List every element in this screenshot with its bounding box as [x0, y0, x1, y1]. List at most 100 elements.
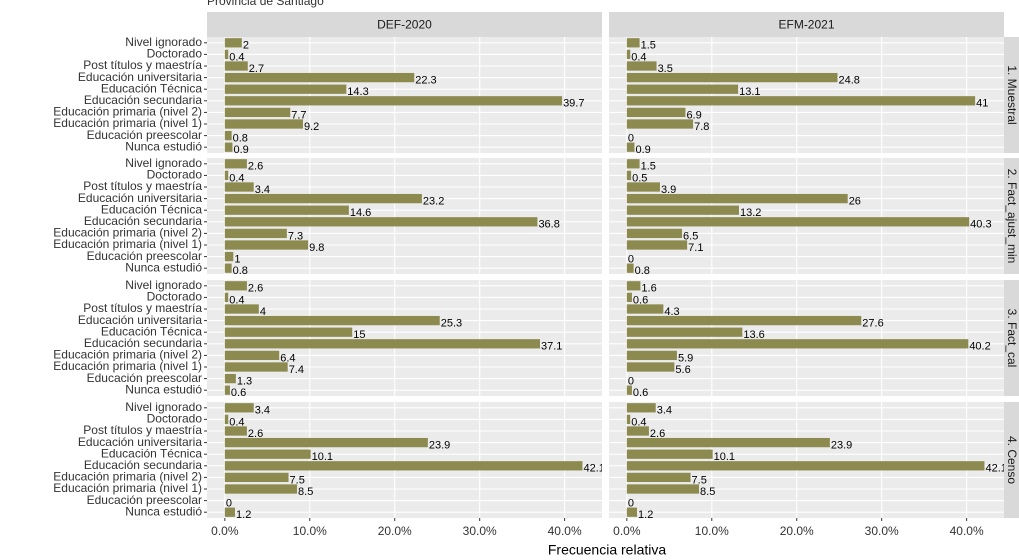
data-label: 27.6 — [862, 318, 883, 330]
y-tick-label: Educación universitaria — [78, 191, 202, 205]
panel: 3.4 0.4 2.6 23.9 10.1 42.1 7.58.5 0 1.2 — [207, 402, 602, 518]
bar — [224, 130, 232, 141]
bar — [626, 263, 634, 273]
x-tick-label: 20.0% — [780, 524, 814, 538]
bar — [626, 292, 632, 303]
data-label: 1 — [234, 254, 240, 266]
bar — [224, 304, 259, 314]
bar — [224, 159, 247, 169]
y-tick-label: Educación primaria (nivel 1) — [53, 116, 202, 130]
data-label: 23.9 — [831, 440, 852, 452]
y-tick-label: Nivel ignorado — [125, 278, 202, 292]
data-label: 2.6 — [248, 428, 263, 440]
data-label: 7.5 — [692, 474, 707, 486]
y-tick-label: Educación Técnica — [101, 202, 203, 216]
data-label: 0.9 — [233, 144, 248, 156]
data-label: 0.4 — [229, 294, 244, 306]
data-label: 23.2 — [423, 196, 444, 208]
strip — [1004, 158, 1019, 274]
x-tick-label: 20.0% — [378, 524, 412, 538]
bar — [626, 84, 739, 94]
bar — [626, 507, 638, 517]
bar — [626, 304, 664, 314]
y-tick-label: Educación universitaria — [78, 313, 202, 327]
data-label: 7.5 — [290, 474, 305, 486]
strip — [207, 12, 602, 37]
y-tick-label: Educación universitaria — [78, 435, 202, 449]
bar — [224, 142, 233, 152]
panel-background — [207, 280, 602, 396]
y-tick-label: Educación preescolar — [87, 371, 202, 385]
bar — [626, 426, 649, 436]
data-label: 10.1 — [714, 451, 735, 463]
panel-background — [207, 402, 602, 518]
data-label: 0.4 — [229, 416, 244, 428]
data-label: 1.3 — [237, 376, 252, 388]
data-label: 0.6 — [633, 294, 648, 306]
y-tick-label: Educación preescolar — [87, 128, 202, 142]
bar — [224, 315, 440, 326]
bar — [626, 449, 713, 459]
data-label: 22.3 — [415, 75, 436, 87]
data-label: 26 — [849, 196, 861, 208]
bar — [224, 217, 538, 227]
data-label: 14.3 — [347, 86, 368, 98]
data-label: 8.5 — [298, 486, 313, 498]
data-label: 13.1 — [739, 86, 760, 98]
bar — [224, 49, 229, 60]
panel-background — [609, 402, 1004, 518]
data-label: 0.4 — [229, 172, 244, 184]
data-label: 3.4 — [255, 184, 270, 196]
y-tick-label: Nunca estudió — [125, 504, 202, 518]
panel: 3.4 0.4 2.6 23.9 10.1 42.1 7.58.5 0 1.2 — [609, 402, 1004, 521]
panel-background — [609, 37, 1004, 153]
y-tick-label: Nunca estudió — [125, 382, 202, 396]
y-tick-label: Educación secundaria — [84, 214, 202, 228]
bar — [224, 373, 236, 384]
bar — [224, 403, 254, 413]
data-label: 6.9 — [686, 109, 701, 121]
data-label: 0.8 — [233, 133, 248, 145]
data-label: 40.3 — [970, 219, 991, 231]
data-label: 6.4 — [280, 352, 295, 364]
data-label: 8.5 — [700, 486, 715, 498]
bar — [224, 107, 291, 118]
data-label: 6.5 — [683, 230, 698, 242]
bar — [626, 193, 848, 204]
data-label: 2.6 — [248, 283, 263, 295]
data-label: 4.3 — [664, 306, 679, 318]
data-label: 39.7 — [563, 98, 584, 110]
bar — [224, 61, 248, 71]
data-label: 13.2 — [740, 207, 761, 219]
y-tick-label: Post títulos y maestría — [83, 58, 202, 72]
data-label: 36.8 — [538, 219, 559, 231]
panel-background — [207, 158, 602, 274]
y-tick-label: Nunca estudió — [125, 260, 202, 274]
y-tick-label: Nunca estudió — [125, 139, 202, 153]
bar — [224, 38, 242, 48]
data-label: 3.5 — [658, 63, 673, 75]
strip — [1004, 280, 1019, 396]
bar — [626, 119, 694, 129]
x-tick-label: 40.0% — [950, 524, 984, 538]
bar — [224, 84, 347, 94]
data-label: 23.9 — [429, 440, 450, 452]
data-label: 1.6 — [641, 283, 656, 295]
bar — [626, 385, 632, 395]
bar — [224, 472, 289, 483]
bar — [626, 72, 838, 83]
data-label: 2 — [243, 40, 249, 52]
bar — [626, 182, 660, 192]
data-label: 0 — [628, 498, 634, 510]
y-tick-label: Educación secundaria — [84, 336, 202, 350]
data-label: 1.5 — [641, 161, 656, 173]
data-label: 3.9 — [661, 184, 676, 196]
y-tick-label: Educación primaria (nivel 2) — [53, 348, 202, 362]
strip — [1004, 37, 1019, 153]
bar — [224, 327, 353, 337]
data-label: 7.7 — [291, 109, 306, 121]
bar — [224, 205, 349, 215]
x-tick-label: 10.0% — [695, 524, 729, 538]
data-label: 1.2 — [638, 509, 653, 521]
bar — [626, 403, 656, 413]
